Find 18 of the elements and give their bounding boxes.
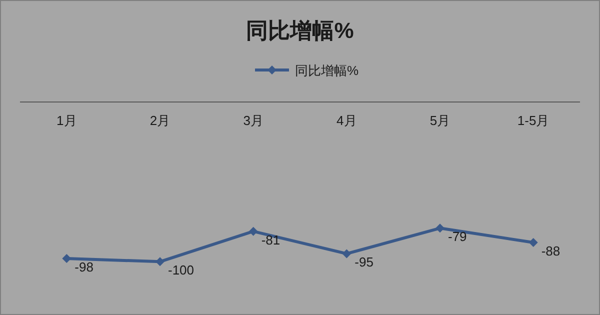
x-tick-label: 1月 [56,113,77,128]
x-tick-label: 5月 [430,113,450,128]
x-tick-label: 2月 [150,113,170,128]
point [436,224,444,233]
point [528,238,538,248]
legend-label: 同比增幅% [295,63,359,78]
point [248,226,258,236]
chart-title: 同比增幅% [246,18,354,43]
x-tick-label: 1-5月 [517,113,550,128]
point [342,249,352,258]
data-label: -88 [541,244,560,259]
x-tick-label: 3月 [243,113,264,128]
x-tick-label: 4月 [336,113,357,128]
data-label: -79 [448,229,467,244]
data-label: -81 [261,232,280,248]
data-label: -95 [354,254,374,270]
data-label: -100 [168,262,194,278]
data-label: -98 [74,259,94,274]
